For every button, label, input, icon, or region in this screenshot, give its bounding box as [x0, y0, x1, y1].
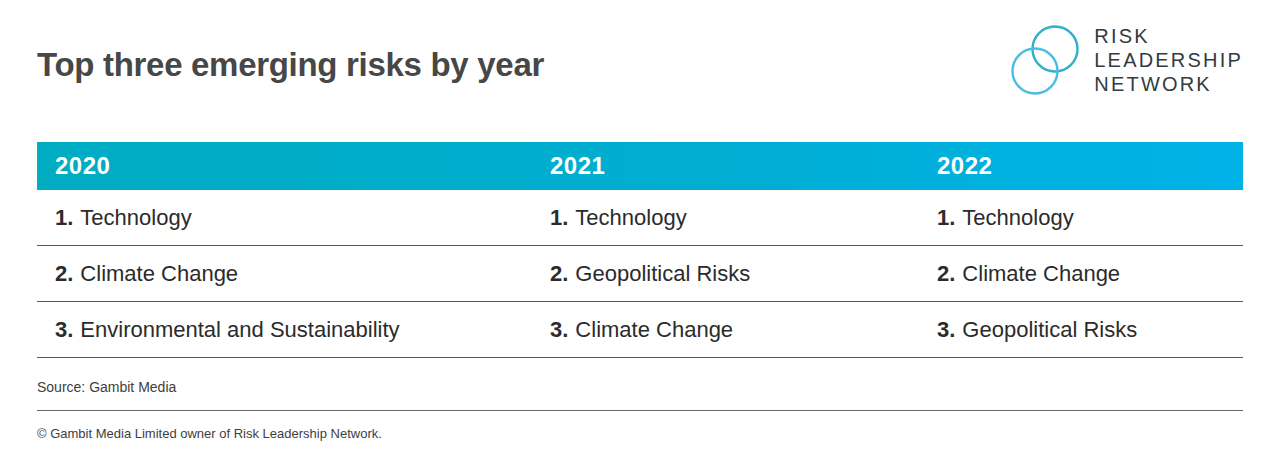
rank-number: 3. [55, 317, 73, 342]
risk-cell: 2. Climate Change [37, 261, 532, 287]
logo-line-leadership: LEADERSHIP [1094, 48, 1243, 72]
table-row-rank2: 2. Climate Change 2. Geopolitical Risks 2.… [37, 246, 1243, 302]
rank-number: 1. [937, 205, 955, 230]
risk-label: Geopolitical Risks [575, 261, 750, 286]
risk-label: Technology [962, 205, 1073, 230]
risk-label: Technology [575, 205, 686, 230]
risk-cell: 3. Climate Change [532, 317, 919, 343]
source-note: Source: Gambit Media [37, 358, 1243, 411]
risk-cell: 3. Geopolitical Risks [919, 317, 1243, 343]
risk-label: Climate Change [962, 261, 1120, 286]
rank-number: 2. [550, 261, 568, 286]
risk-cell: 1. Technology [532, 205, 919, 231]
risk-cell: 1. Technology [37, 205, 532, 231]
logo-line-risk: RISK [1094, 24, 1243, 48]
risk-table: 2020 2021 2022 1. Technology 1. Technology… [37, 142, 1243, 358]
rank-number: 3. [550, 317, 568, 342]
copyright-note: © Gambit Media Limited owner of Risk Lea… [37, 411, 1243, 441]
risk-label: Environmental and Sustainability [80, 317, 399, 342]
risk-cell: 3. Environmental and Sustainability [37, 317, 532, 343]
year-header-2020: 2020 [37, 152, 532, 180]
rank-number: 2. [937, 261, 955, 286]
page-title: Top three emerging risks by year [37, 46, 544, 84]
risk-cell: 2. Climate Change [919, 261, 1243, 287]
risk-label: Technology [80, 205, 191, 230]
table-row-rank3: 3. Environmental and Sustainability 3. Cli… [37, 302, 1243, 358]
rank-number: 1. [550, 205, 568, 230]
rank-number: 2. [55, 261, 73, 286]
top-bar: Top three emerging risks by year RISK LE… [37, 0, 1243, 116]
logo-wordmark: RISK LEADERSHIP NETWORK [1094, 24, 1243, 96]
risk-cell: 1. Technology [919, 205, 1243, 231]
infographic-page: Top three emerging risks by year RISK LE… [0, 0, 1280, 469]
table-row-rank1: 1. Technology 1. Technology 1. Technology [37, 190, 1243, 246]
risk-cell: 2. Geopolitical Risks [532, 261, 919, 287]
table-header-row: 2020 2021 2022 [37, 142, 1243, 190]
rank-number: 1. [55, 205, 73, 230]
risk-label: Geopolitical Risks [962, 317, 1137, 342]
rank-number: 3. [937, 317, 955, 342]
year-header-2021: 2021 [532, 152, 919, 180]
overlapping-circles-icon [1010, 24, 1080, 96]
risk-label: Climate Change [575, 317, 733, 342]
year-header-2022: 2022 [919, 152, 1243, 180]
logo-line-network: NETWORK [1094, 72, 1243, 96]
risk-label: Climate Change [80, 261, 238, 286]
risk-leadership-network-logo: RISK LEADERSHIP NETWORK [1010, 24, 1243, 96]
